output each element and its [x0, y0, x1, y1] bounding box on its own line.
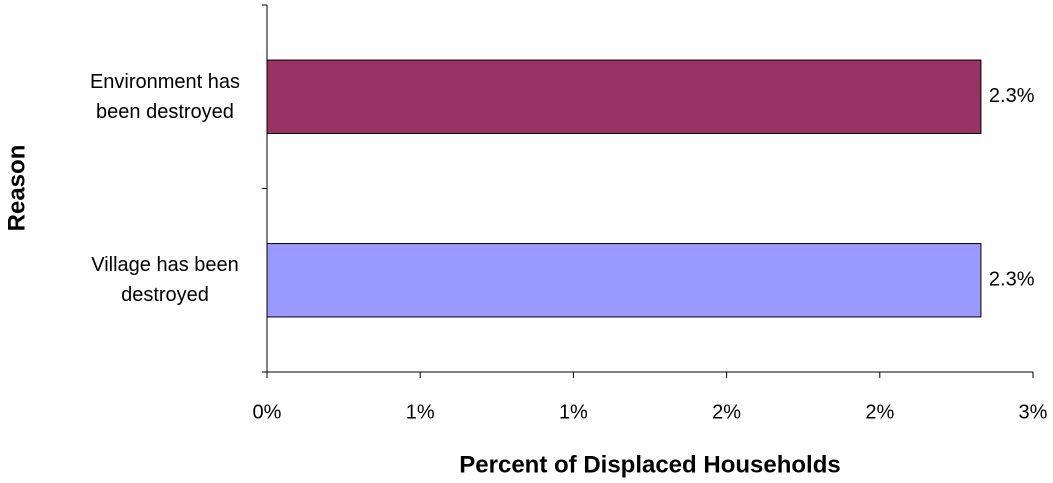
bar: [266, 243, 982, 318]
value-label: 2.3%: [989, 269, 1035, 291]
x-tick-label: 3%: [1019, 401, 1048, 423]
x-tick-label: 1%: [406, 401, 435, 423]
x-tick-label: 2%: [712, 401, 741, 423]
y-axis-title: Reason: [3, 145, 30, 232]
x-tick-label: 1%: [559, 401, 588, 423]
x-tick-label: 2%: [865, 401, 894, 423]
value-label: 2.3%: [989, 85, 1035, 107]
y-tick-label: Village has been destroyed: [91, 254, 239, 307]
bar: [266, 59, 982, 134]
x-axis-title: Percent of Displaced Households: [459, 451, 840, 478]
y-tick-label: Environment has been destroyed: [89, 70, 241, 123]
x-tick-label: 0%: [253, 401, 282, 423]
